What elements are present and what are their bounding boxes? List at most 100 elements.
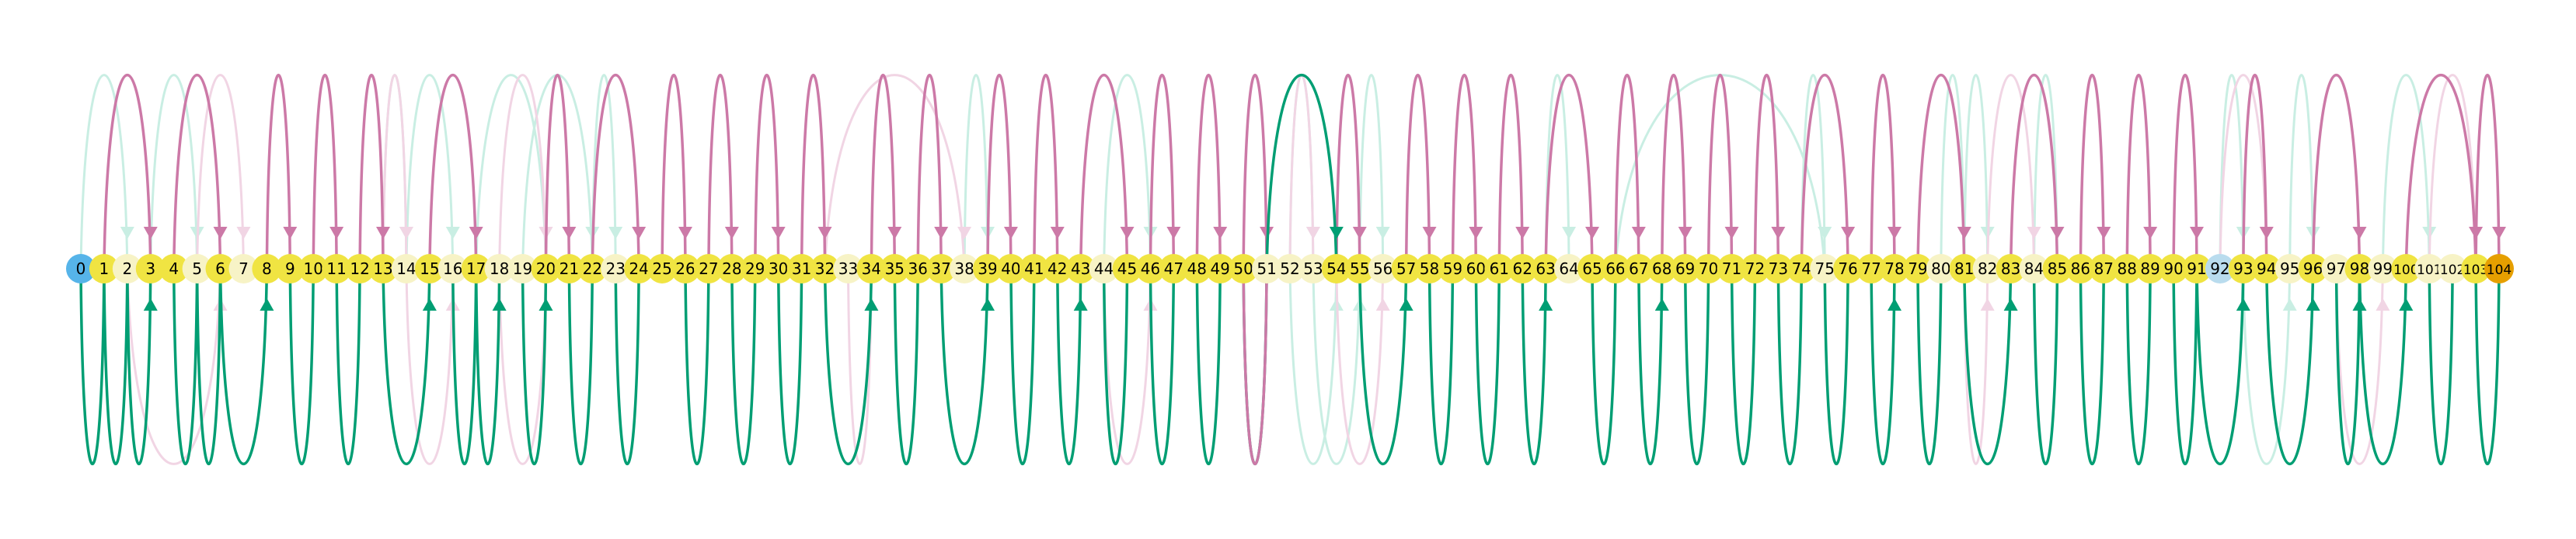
node-label: 17 [466, 259, 486, 278]
node-79: 79 [1902, 254, 1933, 283]
node-label: 0 [76, 259, 86, 278]
node-label: 59 [1443, 259, 1462, 278]
node-circle [2182, 254, 2212, 283]
node-39: 39 [973, 254, 1002, 283]
node-12: 12 [345, 254, 375, 283]
node-label: 34 [862, 259, 881, 278]
pink-arc-arrowhead [213, 227, 228, 239]
node-label: 57 [1396, 259, 1416, 278]
green-arc [1637, 268, 1664, 465]
node-circle [2321, 254, 2351, 283]
pink-arc [2125, 74, 2152, 270]
node-4: 4 [159, 254, 189, 283]
node-30: 30 [763, 254, 793, 283]
green-arc [521, 268, 548, 465]
node-circle [1810, 254, 1840, 283]
pink-arc-arrowhead [2190, 227, 2204, 239]
green-arc [1683, 268, 1710, 465]
node-label: 81 [1954, 259, 1974, 278]
faded-pink-arc [846, 268, 873, 465]
node-label: 26 [675, 259, 695, 278]
pink-arc-arrowhead [1050, 227, 1065, 239]
green-arc [1195, 268, 1222, 465]
faded-green-arc [963, 74, 989, 270]
node-76: 76 [1833, 254, 1863, 283]
green-arc [2428, 268, 2454, 465]
pink-arc [1033, 74, 1059, 270]
node-label: 58 [1420, 259, 1439, 278]
node-label: 92 [2210, 259, 2229, 278]
pink-arc-arrowhead [771, 227, 786, 239]
green-arc [2474, 268, 2501, 465]
node-87: 87 [2089, 254, 2119, 283]
node-7: 7 [228, 254, 259, 283]
green-arc-arrowhead [422, 298, 437, 311]
node-label: 31 [792, 259, 811, 278]
node-48: 48 [1182, 254, 1212, 283]
node-circle [1461, 254, 1491, 283]
node-circle [577, 254, 608, 283]
green-arc-arrowhead [1888, 298, 1901, 311]
pink-arc [2404, 73, 2477, 270]
pink-arc [1497, 74, 1524, 270]
node-label: 66 [1605, 259, 1625, 278]
node-circle [1391, 254, 1421, 283]
node-15: 15 [414, 254, 444, 283]
pink-arc [2311, 74, 2362, 270]
node-103: 103 [2461, 254, 2491, 283]
node-circle [1531, 254, 1561, 283]
node-label: 78 [1884, 259, 1904, 278]
green-arc [2079, 268, 2106, 465]
green-arc [684, 268, 710, 465]
pink-arc [2242, 74, 2268, 270]
node-label: 90 [2163, 259, 2183, 278]
node-label: 46 [1141, 259, 1160, 278]
pink-arc-arrowhead [1724, 227, 1739, 239]
node-label: 32 [815, 259, 835, 278]
node-20: 20 [531, 254, 561, 283]
green-arc [1823, 268, 1849, 465]
green-arc-arrowhead [260, 298, 274, 311]
node-label: 22 [583, 259, 602, 278]
faded-green-arc [1358, 74, 1385, 270]
node-circle [1414, 254, 1445, 283]
node-circle [531, 254, 561, 283]
pink-arc-arrowhead [934, 227, 949, 239]
node-60: 60 [1461, 254, 1491, 283]
node-3: 3 [135, 254, 166, 283]
node-label: 97 [2327, 259, 2346, 278]
node-label: 3 [145, 259, 155, 278]
node-102: 102 [2438, 254, 2468, 283]
node-71: 71 [1717, 254, 1747, 283]
node-circle [112, 254, 142, 283]
node-61: 61 [1484, 254, 1515, 283]
node-85: 85 [2042, 254, 2072, 283]
node-68: 68 [1647, 254, 1677, 283]
pink-arc-arrowhead [469, 227, 483, 239]
node-circle [554, 254, 584, 283]
node-label: 14 [396, 259, 416, 278]
green-arc [1056, 268, 1082, 465]
faded-pink-arc [196, 74, 245, 270]
node-circle [1693, 254, 1724, 283]
node-97: 97 [2321, 254, 2351, 283]
node-circle [1763, 254, 1793, 283]
node-circle [1065, 254, 1096, 283]
node-label: 85 [2048, 259, 2067, 278]
node-label: 29 [745, 259, 765, 278]
node-circle [1182, 254, 1212, 283]
node-circle [2135, 254, 2166, 283]
node-36: 36 [903, 254, 933, 283]
node-47: 47 [1159, 254, 1189, 283]
node-label: 62 [1513, 259, 1532, 278]
node-label: 63 [1535, 259, 1555, 278]
faded-green-arc [149, 74, 199, 270]
node-90: 90 [2159, 254, 2189, 283]
node-37: 37 [926, 254, 957, 283]
node-33: 33 [833, 254, 863, 283]
pink-arc [754, 74, 780, 270]
pink-arc [1195, 74, 1222, 270]
node-circle [671, 254, 700, 283]
faded-pink-arc [1103, 268, 1152, 465]
pink-arc-arrowhead [1469, 227, 1483, 239]
